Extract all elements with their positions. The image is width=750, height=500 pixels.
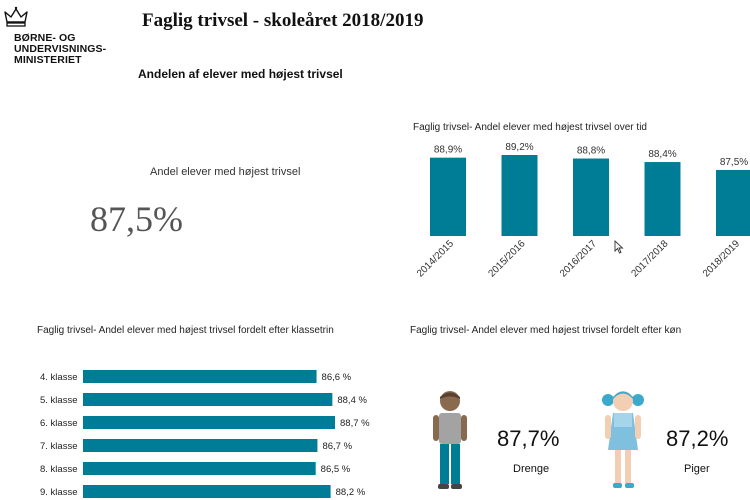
grade-bar-9 [83, 485, 331, 498]
boy-icon [433, 391, 467, 489]
girl-icon [602, 391, 644, 488]
time-bar-2017/2018 [644, 162, 681, 236]
girls-label: Piger [684, 463, 710, 475]
grade-axis-tick: 9. klasse [40, 487, 78, 498]
time-bar-label: 88,4% [648, 149, 676, 160]
time-axis-tick: 2016/2017 [558, 238, 600, 280]
gender-chart-title: Faglig trivsel- Andel elever med højest … [410, 325, 682, 336]
kpi-label: Andel elever med højest trivsel [150, 166, 301, 178]
grade-axis-tick: 7. klasse [40, 441, 78, 452]
time-bar-label: 88,8% [577, 146, 605, 157]
grade-bar-label: 86,7 % [322, 441, 352, 452]
grade-bar-label: 88,4 % [337, 395, 367, 406]
grade-bar-label: 88,7 % [340, 418, 370, 429]
time-axis-tick: 2017/2018 [629, 238, 671, 280]
grade-bar-label: 86,5 % [321, 464, 351, 475]
crown-icon [4, 6, 28, 27]
time-bar-2015/2016 [501, 155, 538, 236]
grade-bar-4 [83, 370, 317, 383]
grade-bar-label: 88,2 % [336, 487, 366, 498]
time-chart-title: Faglig trivsel- Andel elever med højest … [413, 122, 647, 133]
boys-value: 87,7% [497, 426, 560, 451]
gender-card-boys: 87,7% Drenge [430, 390, 570, 495]
time-bar-label: 87,5% [720, 157, 748, 168]
time-bar-chart: 88,9% 2014/2015 89,2% 2015/2016 88,8% 2016/20… [415, 142, 750, 280]
page-title: Faglig trivsel - skoleåret 2018/2019 [142, 10, 424, 31]
grade-bar-label: 86,6 % [322, 372, 352, 383]
time-bar-label: 88,9% [434, 145, 462, 156]
grade-axis-tick: 5. klasse [40, 395, 78, 406]
grade-bar-6 [83, 416, 335, 429]
ministry-name: BØRNE- OG UNDERVISNINGS- MINISTERIET [14, 32, 107, 66]
time-bar-2014/2015 [430, 157, 466, 236]
time-bar-label: 89,2% [505, 142, 533, 153]
grade-bar-chart: 4. klasse 86,6 % 5. klasse 88,4 % 6. klasse 8… [40, 370, 370, 498]
grade-chart-title: Faglig trivsel- Andel elever med højest … [37, 325, 334, 336]
girls-value: 87,2% [666, 426, 729, 451]
time-bar-2016/2017 [573, 158, 609, 236]
time-bar-2018/2019 [716, 169, 750, 236]
page-subtitle: Andelen af elever med højest trivsel [138, 67, 343, 81]
grade-axis-tick: 8. klasse [40, 464, 78, 475]
time-axis-tick: 2014/2015 [415, 238, 457, 280]
time-axis-tick: 2015/2016 [486, 238, 528, 280]
mouse-cursor-icon [614, 240, 624, 254]
grade-bar-7 [83, 439, 318, 452]
gender-card-girls: 87,2% Piger [600, 390, 750, 495]
kpi-value: 87,5% [90, 199, 183, 239]
grade-axis-tick: 4. klasse [40, 372, 78, 383]
boys-label: Drenge [513, 463, 550, 475]
grade-bar-5 [83, 393, 333, 406]
grade-axis-tick: 6. klasse [40, 418, 78, 429]
grade-bar-8 [83, 462, 316, 475]
time-axis-tick: 2018/2019 [701, 238, 743, 280]
